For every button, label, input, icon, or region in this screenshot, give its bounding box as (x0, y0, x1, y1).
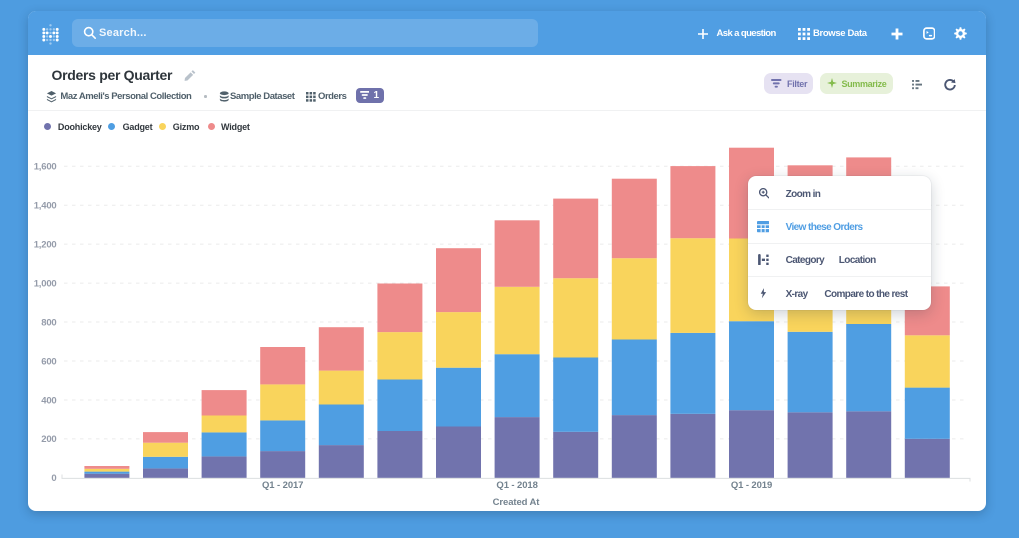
svg-text:Q1 - 2019: Q1 - 2019 (731, 480, 772, 491)
svg-text:1,400: 1,400 (34, 201, 57, 212)
svg-text:800: 800 (41, 317, 56, 328)
svg-text:200: 200 (41, 434, 56, 445)
svg-text:0: 0 (51, 473, 56, 484)
svg-text:1,200: 1,200 (34, 239, 57, 250)
svg-text:600: 600 (41, 356, 56, 367)
svg-text:Q1 - 2018: Q1 - 2018 (496, 480, 537, 491)
svg-text:Q1 - 2017: Q1 - 2017 (262, 480, 303, 491)
svg-text:400: 400 (41, 395, 56, 406)
svg-text:1,000: 1,000 (34, 278, 57, 289)
svg-text:1,600: 1,600 (34, 162, 57, 173)
svg-text:Created At: Created At (493, 497, 541, 508)
